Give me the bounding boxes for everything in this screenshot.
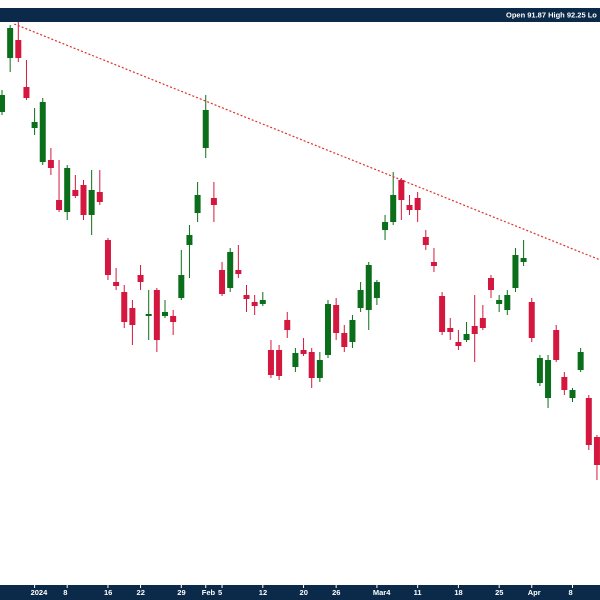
- candle-body: [585, 398, 592, 445]
- candle-body: [39, 102, 46, 162]
- candle-body: [577, 352, 584, 370]
- candle-body: [455, 342, 462, 346]
- candle-body: [31, 122, 38, 128]
- candle-body: [72, 190, 79, 196]
- candle-body: [153, 290, 160, 340]
- candle-body: [0, 95, 5, 112]
- candle-body: [235, 270, 242, 274]
- candle-body: [284, 320, 291, 330]
- candle-body: [422, 237, 429, 245]
- candle-body: [373, 282, 380, 298]
- candle-body: [251, 302, 258, 306]
- candle-body: [561, 377, 568, 390]
- x-tick-label: 18: [454, 588, 462, 597]
- header-bar: [0, 8, 600, 22]
- candle-body: [178, 275, 185, 298]
- candle-body: [390, 195, 397, 222]
- candle-body: [463, 334, 470, 340]
- candle-body: [439, 296, 446, 332]
- candle-body: [145, 314, 152, 316]
- candle-body: [219, 270, 226, 294]
- candle-body: [276, 350, 283, 376]
- candle-body: [382, 222, 389, 230]
- candle-body: [47, 160, 54, 168]
- candle-body: [259, 300, 266, 304]
- candle-body: [202, 110, 209, 148]
- candle-body: [545, 360, 552, 398]
- candle-body: [137, 275, 144, 282]
- candle-body: [129, 308, 136, 325]
- candle-body: [194, 195, 201, 213]
- candle-body: [479, 318, 486, 328]
- x-tick-label: 16: [104, 588, 112, 597]
- candle-body: [520, 258, 527, 262]
- candle-body: [162, 312, 168, 316]
- candle-body: [349, 320, 356, 342]
- candle-body: [88, 190, 95, 215]
- x-tick-label: 2024: [31, 588, 49, 597]
- candle-body: [186, 235, 193, 245]
- candle-body: [308, 352, 315, 378]
- candle-body: [227, 252, 234, 288]
- x-tick-label: Feb: [202, 588, 216, 597]
- candle-body: [333, 305, 340, 333]
- x-tick-label: 11: [414, 588, 422, 597]
- candle-body: [341, 333, 348, 347]
- candle-body: [406, 205, 413, 210]
- candle-body: [325, 304, 331, 355]
- x-axis-bar: [0, 585, 600, 600]
- candle-body: [56, 200, 63, 210]
- x-tick-label: 29: [177, 588, 185, 597]
- candle-body: [357, 290, 364, 308]
- candle-body: [488, 278, 494, 290]
- candle-body: [316, 360, 323, 378]
- trendline: [14, 23, 600, 261]
- candle-body: [414, 198, 421, 210]
- candle-body: [553, 330, 560, 360]
- candle-body: [593, 437, 600, 465]
- candle-body: [569, 390, 576, 398]
- candle-body: [512, 255, 519, 288]
- candle-body: [15, 40, 22, 58]
- candle-body: [23, 87, 30, 98]
- x-tick-label: 20: [300, 588, 308, 597]
- candle-body: [113, 282, 120, 286]
- candle-body: [430, 262, 437, 266]
- candle-body: [471, 326, 478, 334]
- candle-body: [528, 302, 535, 338]
- x-tick-label: 12: [259, 588, 267, 597]
- candle-body: [64, 168, 71, 212]
- candle-body: [104, 240, 111, 275]
- candle-body: [292, 353, 299, 367]
- candle-body: [267, 350, 274, 375]
- x-tick-label: Mar4: [373, 588, 391, 597]
- x-tick-label: 8: [63, 588, 67, 597]
- candle-body: [398, 180, 405, 200]
- candle-body: [365, 265, 372, 310]
- x-tick-label: 5: [218, 588, 222, 597]
- candle-body: [96, 192, 103, 202]
- x-tick-label: 25: [495, 588, 503, 597]
- candle-body: [300, 350, 307, 354]
- candle-body: [447, 328, 454, 332]
- candle-body: [536, 358, 543, 383]
- x-tick-label: 22: [137, 588, 145, 597]
- x-tick-label: Apr: [528, 588, 541, 597]
- header-text: Open 91.87 High 92.25 Lo: [506, 10, 597, 19]
- candle-body: [80, 185, 87, 215]
- candle-body: [243, 295, 250, 299]
- x-tick-label: 26: [332, 588, 340, 597]
- candle-body: [170, 316, 177, 322]
- candle-body: [496, 300, 503, 304]
- x-tick-label: 8: [569, 588, 573, 597]
- candle-body: [7, 28, 14, 58]
- candle-body: [121, 292, 128, 322]
- candle-body: [504, 295, 511, 310]
- candle-body: [210, 198, 217, 205]
